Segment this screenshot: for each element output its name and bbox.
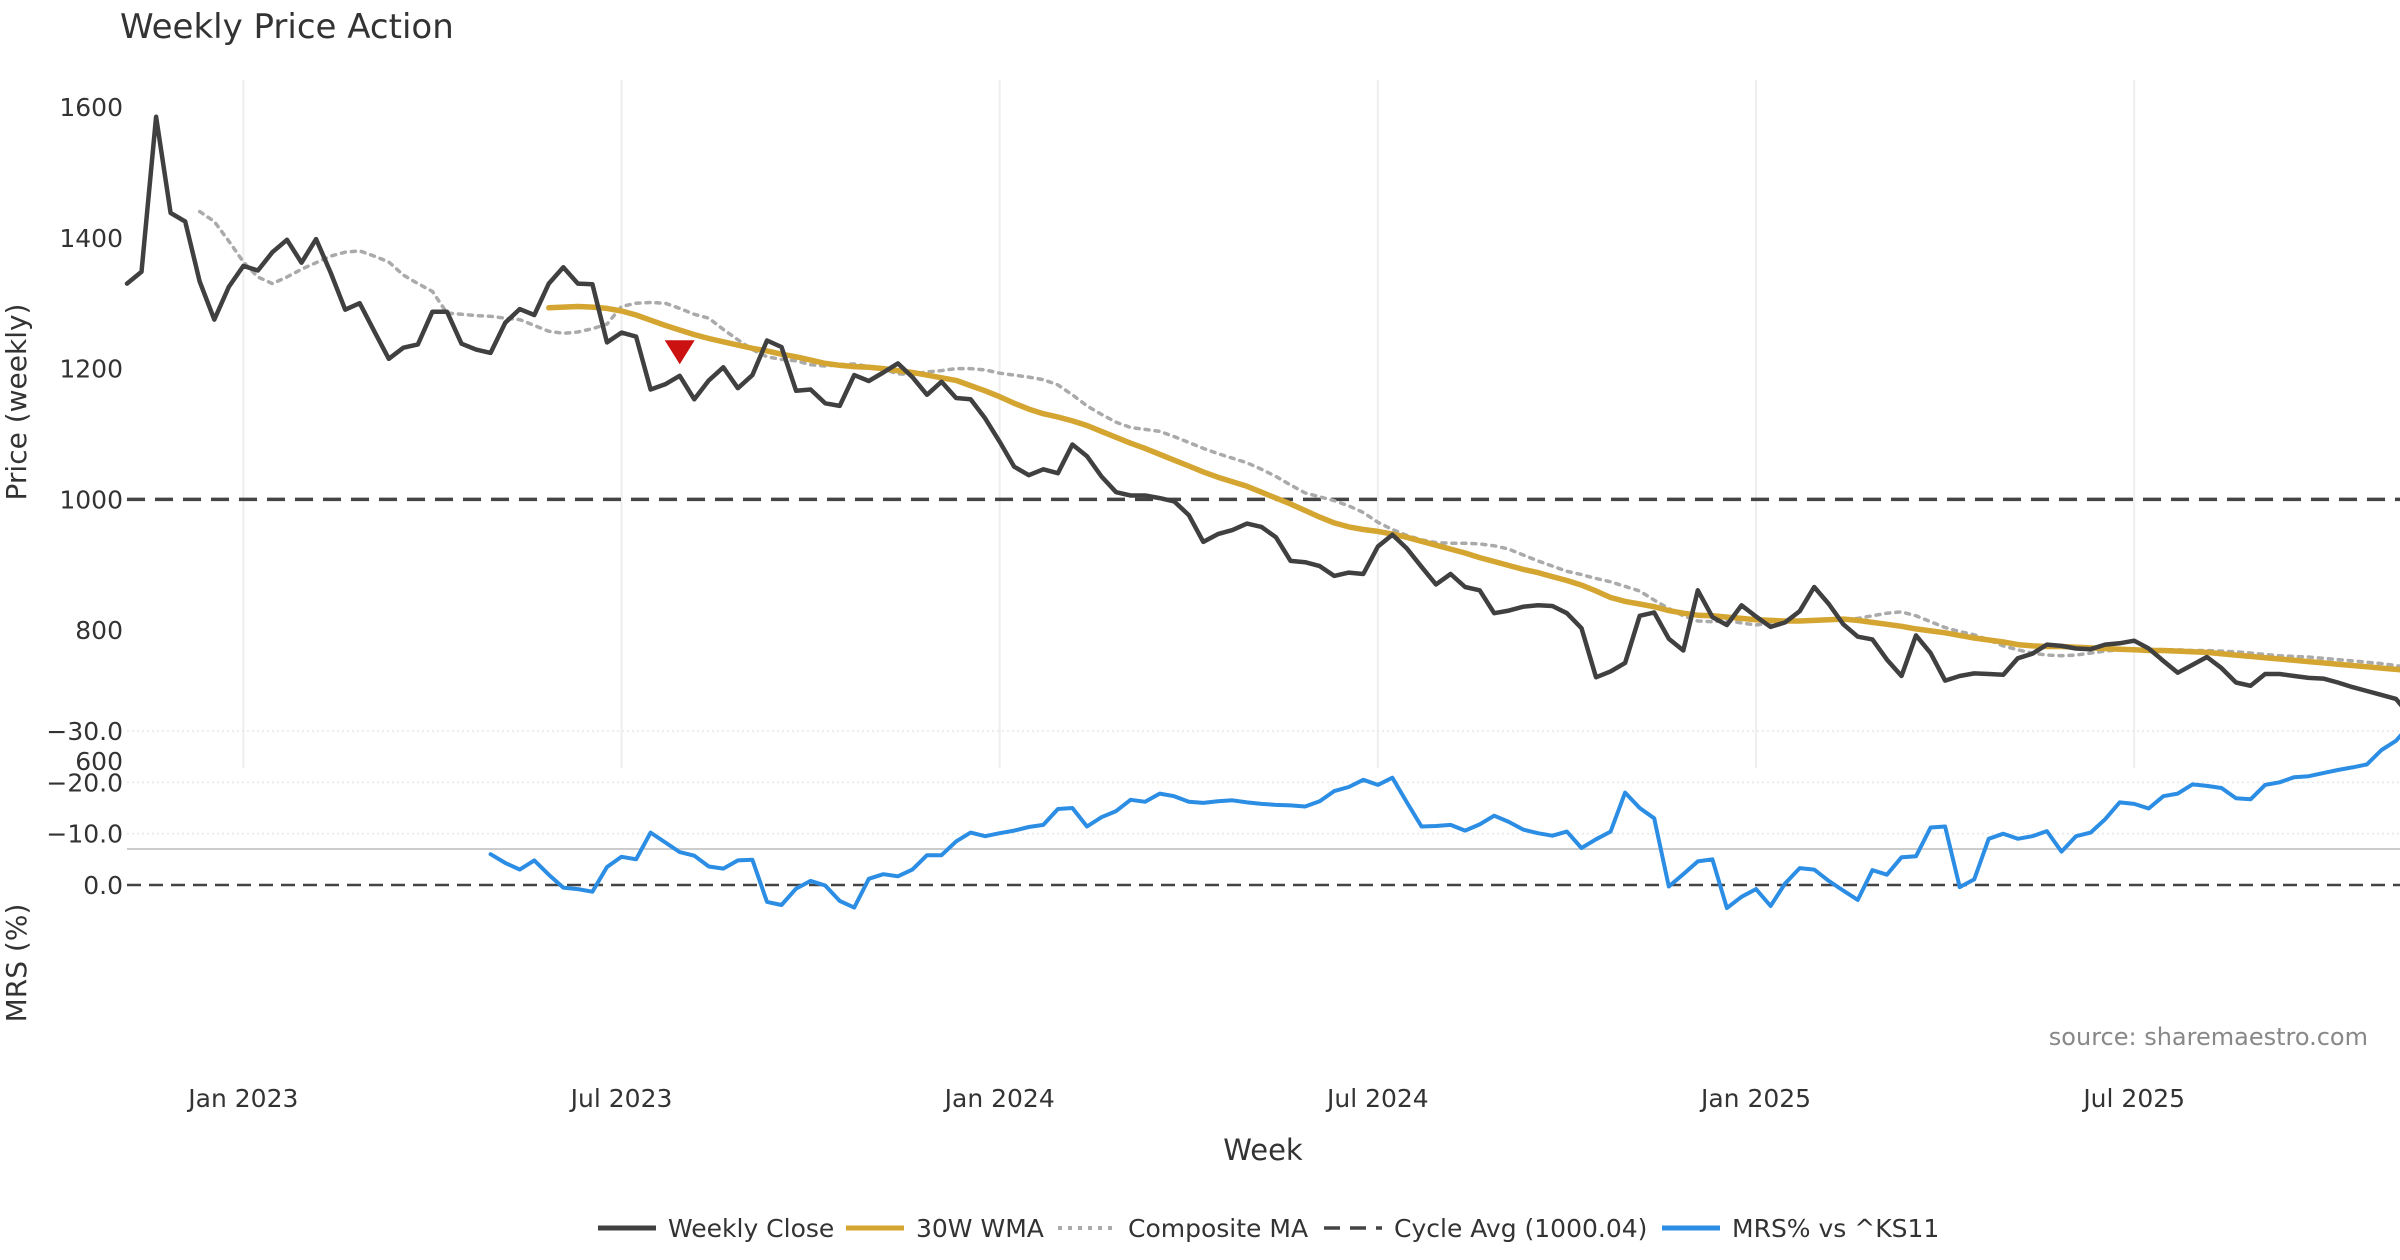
x-tick-label: Jan 2023 — [186, 1084, 298, 1113]
legend-label: MRS% vs ^KS11 — [1732, 1214, 1939, 1243]
x-tick-label: Jul 2025 — [2081, 1084, 2185, 1113]
weekly-close-line — [124, 114, 2400, 708]
legend-label: 30W WMA — [916, 1214, 1044, 1243]
composite-ma-line — [197, 209, 2400, 668]
chart-title: Weekly Price Action — [120, 7, 454, 47]
legend-label: Composite MA — [1128, 1214, 1308, 1243]
price-axis-label: Price (weekly) — [0, 304, 33, 501]
mrs-y-tick: −10.0 — [46, 820, 123, 849]
price-y-tick: 800 — [75, 616, 123, 645]
x-tick-label: Jan 2024 — [943, 1084, 1055, 1113]
mrs-y-tick: 0.0 — [83, 871, 123, 900]
x-tick-label: Jul 2024 — [1325, 1084, 1429, 1113]
price-y-tick: 1400 — [59, 224, 123, 253]
wma-30w-line — [546, 303, 2400, 673]
price-y-tick: 600 — [75, 747, 123, 776]
x-tick-label: Jan 2025 — [1699, 1084, 1811, 1113]
price-y-tick: 1600 — [59, 93, 123, 122]
price-y-tick: 1000 — [59, 485, 123, 514]
legend-label: Weekly Close — [668, 1214, 834, 1243]
x-axis-label: Week — [1223, 1133, 1303, 1167]
legend-label: Cycle Avg (1000.04) — [1394, 1214, 1647, 1243]
x-tick-label: Jul 2023 — [569, 1084, 673, 1113]
mrs-y-tick: −30.0 — [46, 717, 123, 746]
mrs-line — [488, 733, 2400, 911]
source-watermark: source: sharemaestro.com — [2049, 1023, 2368, 1051]
mrs-y-tick: −20.0 — [46, 768, 123, 797]
mrs-axis-label: MRS (%) — [0, 904, 33, 1023]
price-y-tick: 1200 — [59, 355, 123, 384]
sell-signal-marker — [664, 340, 695, 365]
